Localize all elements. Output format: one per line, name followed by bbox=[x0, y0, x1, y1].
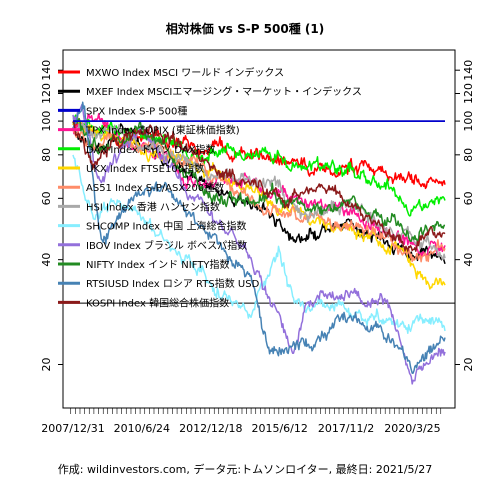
chart-caption: 作成: wildinvestors.com, データ元:トムソンロイター, 最終… bbox=[58, 462, 432, 476]
y-tick-label-left: 120 bbox=[40, 83, 53, 104]
legend: MXWO Index MSCI ワールド インデックス MXEF Index MS… bbox=[58, 66, 362, 309]
y-axis-right: 20 40 60 80 100 120 140 bbox=[455, 60, 475, 371]
y-axis-left: 20 40 60 80 100 120 140 bbox=[40, 60, 63, 371]
x-tick-label: 2010/6/24 bbox=[114, 422, 170, 435]
x-tick-label: 2015/6/12 bbox=[251, 422, 307, 435]
y-tick-label-right: 20 bbox=[462, 357, 475, 371]
y-tick-label-right: 100 bbox=[462, 111, 475, 132]
legend-entry-3: TPX Index TOPIX (東証株価指数) bbox=[85, 124, 240, 137]
legend-entry-6: AS51 Index S-P/ASX200種数 bbox=[86, 181, 224, 194]
x-axis: 2007/12/31 2010/6/24 2012/12/18 2015/6/12 20… bbox=[41, 408, 442, 435]
plot-frame bbox=[62, 49, 456, 409]
series-line-8 bbox=[72, 154, 446, 335]
y-tick-label-right: 140 bbox=[462, 60, 475, 81]
y-tick-label-right: 60 bbox=[462, 191, 475, 205]
legend-entry-11: RTSIUSD Index ロシア RTS指数 USD bbox=[86, 277, 260, 290]
y-tick-label-left: 140 bbox=[40, 60, 53, 81]
legend-entry-12: KOSPI Index 韓国総合株価指数 bbox=[86, 296, 229, 309]
y-tick-label-left: 60 bbox=[40, 191, 53, 205]
legend-entry-1: MXEF Index MSCIエマージング・マーケット・インデックス bbox=[86, 85, 362, 98]
series-line-12 bbox=[72, 120, 446, 252]
y-tick-label-left: 40 bbox=[40, 253, 53, 267]
legend-entry-0: MXWO Index MSCI ワールド インデックス bbox=[86, 66, 284, 79]
y-tick-label-left: 20 bbox=[40, 357, 53, 371]
series-line-11 bbox=[72, 101, 446, 374]
legend-entry-10: NIFTY Index インド NIFTY指数 bbox=[86, 258, 230, 271]
y-tick-label-left: 80 bbox=[40, 148, 53, 162]
legend-entry-2: SPX Index S-P 500種 bbox=[86, 104, 187, 117]
y-tick-label-left: 100 bbox=[40, 111, 53, 132]
series-line-10 bbox=[72, 117, 446, 242]
chart-title: 相対株価 vs S-P 500種 (1) bbox=[166, 21, 324, 36]
y-tick-label-right: 120 bbox=[462, 83, 475, 104]
x-tick-label: 2012/12/18 bbox=[179, 422, 242, 435]
legend-entry-7: HSI Index 香港 ハンセン指数 bbox=[86, 200, 220, 213]
series-line-9 bbox=[72, 103, 446, 385]
series-line-6 bbox=[72, 128, 446, 263]
legend-entry-8: SHCOMP Index 中国 上海総合指数 bbox=[86, 220, 246, 233]
series-lines bbox=[72, 101, 446, 385]
x-tick-label: 2007/12/31 bbox=[41, 422, 104, 435]
series-line-4 bbox=[72, 114, 446, 217]
series-line-5 bbox=[72, 115, 446, 290]
x-tick-label: 2020/3/25 bbox=[384, 422, 440, 435]
legend-entry-5: UKX Index FTSE100指数 bbox=[86, 162, 204, 175]
legend-entry-4: DAX Index ドイツ DAX指数 bbox=[86, 143, 216, 156]
x-tick-label: 2017/11/2 bbox=[318, 422, 374, 435]
legend-entry-9: IBOV Index ブラジル ボベスパ指数 bbox=[86, 239, 247, 252]
y-tick-label-right: 40 bbox=[462, 253, 475, 267]
y-tick-label-right: 80 bbox=[462, 148, 475, 162]
